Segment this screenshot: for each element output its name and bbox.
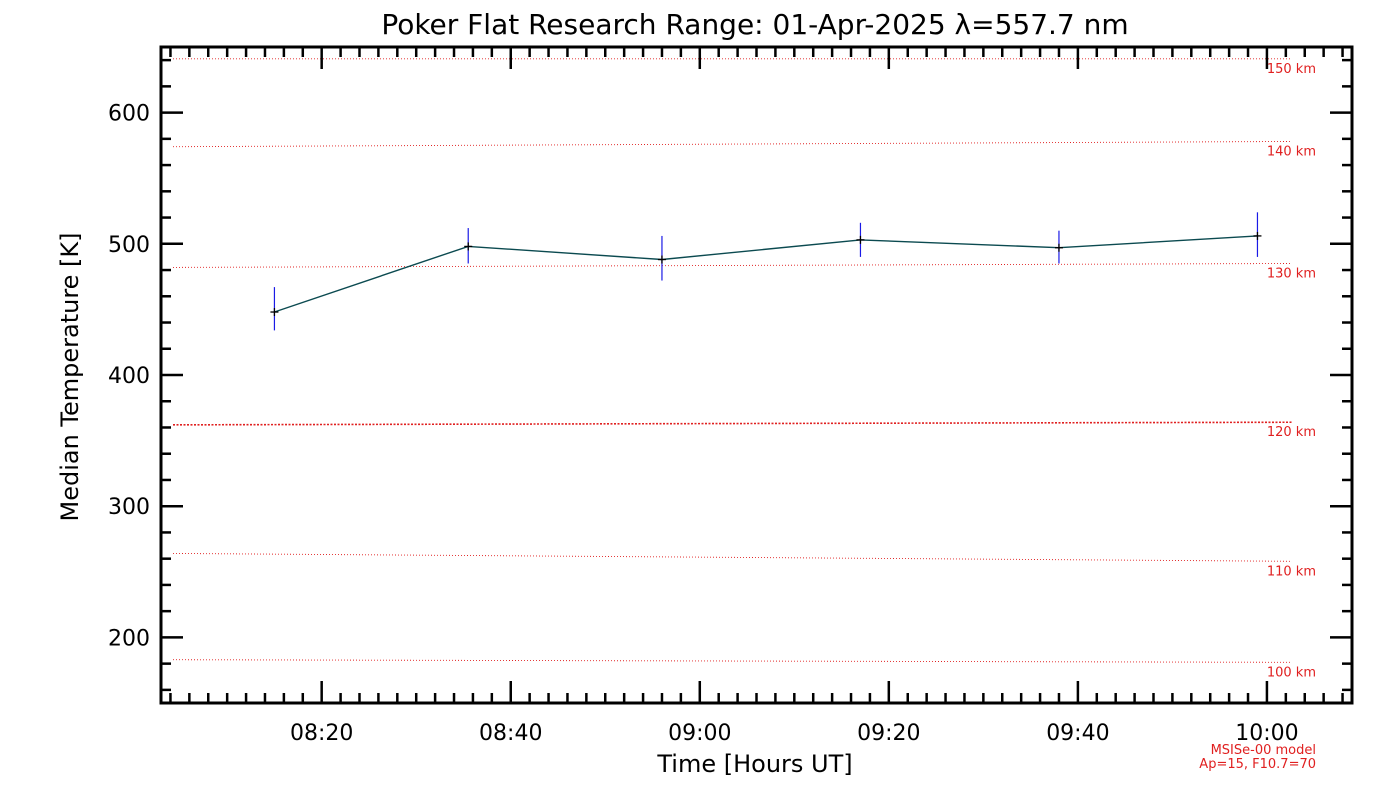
x-tick-label: 09:20 [857, 721, 920, 746]
y-axis-title: Median Temperature [K] [56, 232, 84, 521]
temperature-line [274, 235, 1258, 313]
chart-title: Poker Flat Research Range: 01-Apr-2025 λ… [381, 8, 1128, 41]
x-tick-label: 10:00 [1235, 721, 1298, 746]
axes-layer: 200 300 400 500 600 08:20 08:40 09:00 09:20 09:40… [108, 45, 1354, 746]
reference-line [172, 659, 1293, 663]
reference-label: 140 km [1267, 144, 1316, 159]
y-tick-label: 500 [108, 233, 150, 258]
reference-line [172, 263, 1293, 268]
reference-label: 150 km [1267, 62, 1316, 77]
reference-label: 110 km [1267, 564, 1316, 579]
x-axis-title: Time [Hours UT] [656, 750, 852, 778]
x-tick-label: 09:00 [668, 721, 731, 746]
reference-lines-layer: 150 km 140 km 130 km 120 km 110 km 100 km [172, 58, 1316, 680]
reference-line [172, 141, 1293, 148]
x-tick-label: 09:40 [1046, 721, 1109, 746]
reference-label: 100 km [1267, 665, 1316, 680]
reference-line [172, 552, 1293, 562]
y-tick-label: 300 [108, 495, 150, 520]
y-tick-label: 600 [108, 102, 150, 127]
x-tick-label: 08:20 [290, 721, 353, 746]
reference-label: 130 km [1267, 266, 1316, 281]
plot-frame [159, 45, 1354, 705]
reference-line [172, 421, 1293, 426]
y-tick-label: 400 [108, 364, 150, 389]
x-tick-label: 08:40 [479, 721, 542, 746]
model-note-line-1: MSISe-00 model [1211, 743, 1316, 758]
model-note-line-2: Ap=15, F10.7=70 [1199, 757, 1316, 772]
series-layer [270, 212, 1262, 331]
reference-label: 120 km [1267, 425, 1316, 440]
y-tick-label: 200 [108, 626, 150, 651]
